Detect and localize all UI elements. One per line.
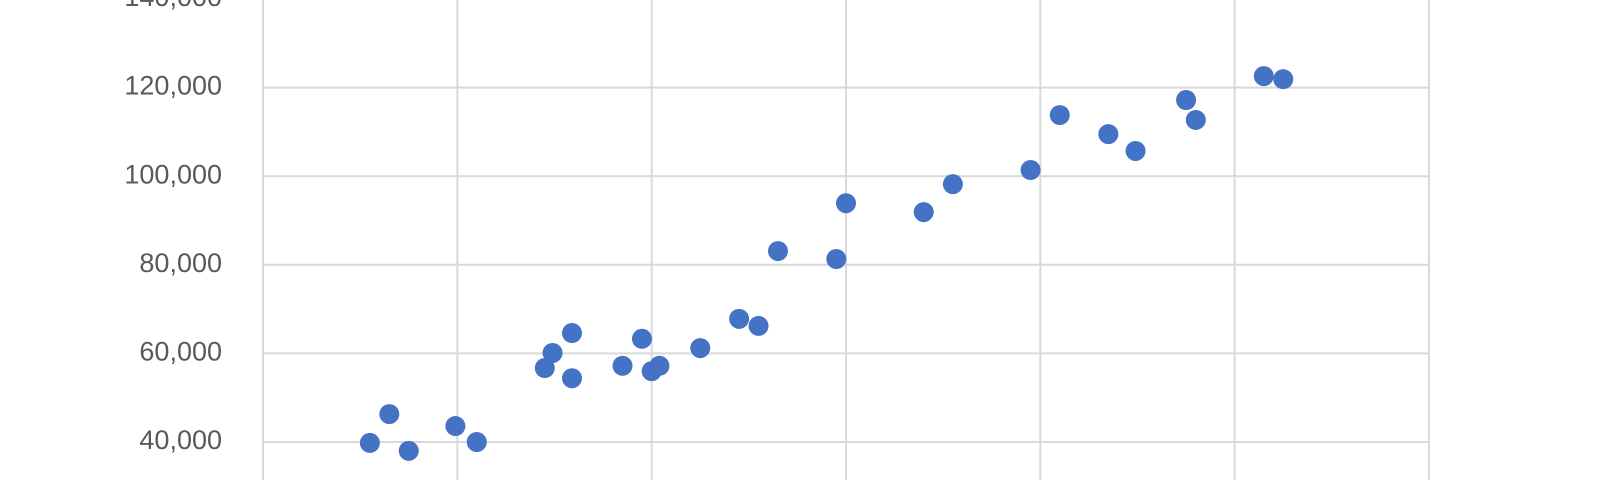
point bbox=[542, 342, 563, 363]
point bbox=[379, 404, 400, 425]
point bbox=[398, 440, 419, 461]
y-tick-label: 120,000 bbox=[124, 71, 222, 101]
point bbox=[1125, 140, 1146, 161]
point bbox=[836, 193, 856, 214]
y-tick-label: 60,000 bbox=[139, 337, 222, 367]
point bbox=[359, 432, 380, 453]
y-tick-label: 140,000 bbox=[124, 0, 222, 12]
y-tick-label: 100,000 bbox=[124, 159, 222, 189]
point bbox=[445, 416, 466, 437]
point bbox=[561, 368, 582, 389]
point bbox=[826, 249, 847, 270]
point bbox=[748, 315, 769, 336]
point bbox=[767, 241, 788, 262]
point bbox=[1020, 159, 1041, 180]
point bbox=[1098, 124, 1119, 145]
point bbox=[1273, 69, 1294, 90]
point bbox=[612, 355, 633, 376]
point bbox=[729, 308, 750, 329]
point bbox=[942, 174, 963, 195]
y-tick-label: 80,000 bbox=[139, 248, 222, 278]
point bbox=[1185, 109, 1206, 130]
point bbox=[466, 432, 487, 452]
point bbox=[631, 328, 652, 349]
point bbox=[913, 202, 934, 223]
point bbox=[1176, 90, 1197, 111]
point bbox=[690, 338, 711, 359]
y-tick-label: 40,000 bbox=[139, 425, 222, 455]
point bbox=[649, 355, 670, 376]
point bbox=[561, 323, 582, 344]
point bbox=[534, 358, 555, 379]
point bbox=[1253, 66, 1274, 87]
point bbox=[1049, 105, 1070, 126]
